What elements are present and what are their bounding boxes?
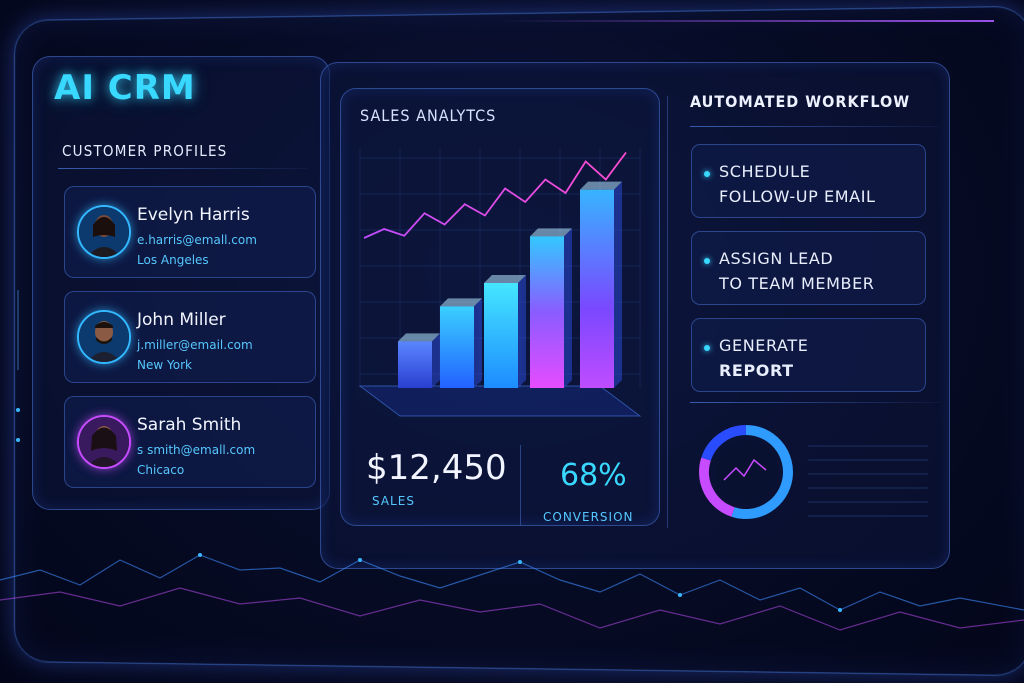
sales-label: SALES xyxy=(372,494,415,508)
customer-name: Sarah Smith xyxy=(137,415,241,435)
conversion-value: 68% xyxy=(560,458,627,493)
chart-bar-side xyxy=(564,228,572,388)
chart-floor xyxy=(360,386,640,416)
customer-profiles-title: CUSTOMER PROFILES xyxy=(62,142,227,160)
decorative-dots xyxy=(14,290,34,490)
workflow-item-assign-lead[interactable]: ASSIGN LEAD TO TEAM MEMBER xyxy=(691,231,926,305)
workflow-divider xyxy=(667,96,668,528)
chart-bar-side xyxy=(518,275,526,388)
decorative-lines xyxy=(808,436,928,526)
chart-bar-face xyxy=(530,236,564,388)
workflow-item-label: ASSIGN LEAD TO TEAM MEMBER xyxy=(719,246,875,296)
chart-bar-side xyxy=(432,333,440,388)
chart-bar-side xyxy=(614,182,622,388)
automated-workflow-title: AUTOMATED WORKFLOW xyxy=(690,92,910,111)
chart-bar xyxy=(484,275,526,388)
conversion-label: CONVERSION xyxy=(543,510,634,524)
customer-email: j.miller@email.com xyxy=(137,338,253,352)
bullet-icon xyxy=(704,171,710,177)
customer-email: s smith@emall.com xyxy=(137,443,255,457)
chart-bar xyxy=(530,228,572,388)
chart-bar xyxy=(580,182,622,388)
bullet-icon xyxy=(704,258,710,264)
customer-card[interactable]: Evelyn Harris e.harris@emall.com Los Ang… xyxy=(64,186,316,278)
sales-chart xyxy=(350,138,650,428)
customer-email: e.harris@emall.com xyxy=(137,233,257,247)
profiles-divider xyxy=(58,168,308,169)
avatar xyxy=(77,205,131,259)
workflow-item-generate-report[interactable]: GENERATE REPORT xyxy=(691,318,926,392)
workflow-title-divider xyxy=(690,126,940,127)
bullet-icon xyxy=(704,345,710,351)
customer-card[interactable]: John Miller j.miller@email.com New York xyxy=(64,291,316,383)
background-wave xyxy=(0,540,1024,683)
sales-analytics-title: SALES ANALYTCS xyxy=(360,106,496,125)
chart-bar xyxy=(440,298,482,388)
donut-chart xyxy=(694,420,798,524)
customer-city: Los Angeles xyxy=(137,253,209,267)
frame-glow xyxy=(494,20,994,22)
workflow-item-schedule-email[interactable]: SCHEDULE FOLLOW-UP EMAIL xyxy=(691,144,926,218)
chart-bar xyxy=(398,333,440,388)
customer-city: New York xyxy=(137,358,192,372)
customer-name: John Miller xyxy=(137,310,226,330)
workflow-bottom-divider xyxy=(690,402,940,403)
kpi-divider xyxy=(520,445,521,525)
app-title: AI CRM xyxy=(54,68,196,108)
sales-value: $12,450 xyxy=(366,448,507,488)
avatar xyxy=(77,310,131,364)
chart-bar-face xyxy=(398,341,432,388)
chart-bar-face xyxy=(484,283,518,388)
avatar xyxy=(77,415,131,469)
customer-card[interactable]: Sarah Smith s smith@emall.com Chicaco xyxy=(64,396,316,488)
workflow-item-label: GENERATE REPORT xyxy=(719,333,808,383)
chart-bar-face xyxy=(580,190,614,388)
chart-bar-face xyxy=(440,306,474,388)
customer-city: Chicaco xyxy=(137,463,184,477)
workflow-item-label: SCHEDULE FOLLOW-UP EMAIL xyxy=(719,159,876,209)
chart-bar-side xyxy=(474,298,482,388)
customer-name: Evelyn Harris xyxy=(137,205,250,225)
